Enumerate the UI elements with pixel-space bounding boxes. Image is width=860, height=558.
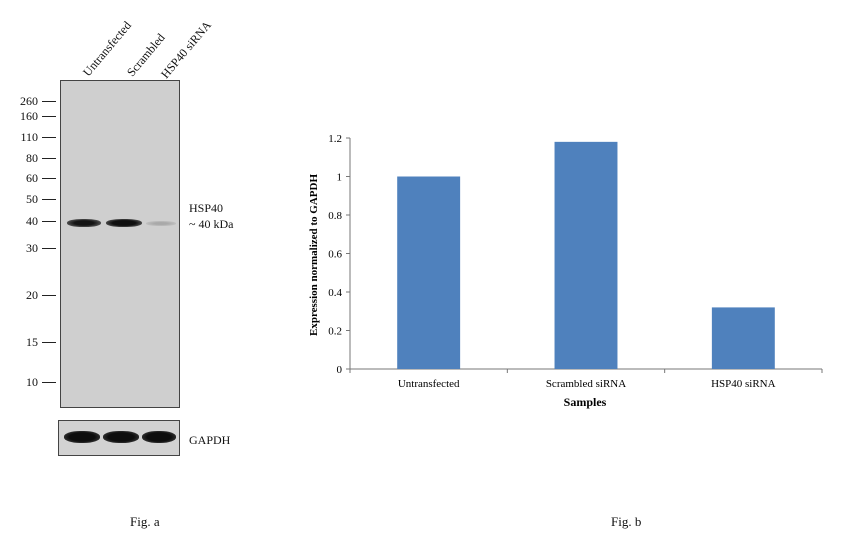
marker-tick	[42, 137, 56, 138]
bar-untransfected	[397, 176, 461, 369]
y-tick-label: 0.8	[328, 210, 342, 222]
gapdh-band-untransfected	[64, 431, 100, 443]
marker-110: 110	[20, 130, 38, 144]
figure-a-caption: Fig. a	[130, 514, 160, 529]
marker-30: 30	[26, 241, 38, 255]
y-tick-label: 0	[337, 364, 343, 376]
y-tick-label: 0.4	[328, 287, 342, 299]
y-tick-label: 0.6	[328, 249, 342, 261]
y-tick-label: 1.2	[328, 133, 342, 145]
gapdh-band-scrambled	[103, 431, 139, 443]
x-tick-label: HSP40 siRNA	[711, 378, 776, 390]
band-scrambled	[106, 219, 142, 227]
bar-hsp40-sirna	[711, 307, 775, 369]
marker-80: 80	[26, 151, 38, 165]
marker-20: 20	[26, 288, 38, 302]
marker-tick	[42, 248, 56, 249]
band-size-label: ~ 40 kDa	[189, 217, 234, 231]
marker-tick	[42, 295, 56, 296]
x-tick-label: Untransfected	[398, 378, 460, 390]
marker-tick	[42, 221, 56, 222]
marker-tick	[42, 178, 56, 179]
x-tick-label: Scrambled siRNA	[546, 378, 626, 390]
blot-image-gapdh	[58, 420, 180, 456]
band-hsp40-sirna	[146, 221, 176, 226]
marker-10: 10	[26, 375, 38, 389]
y-axis-title: Expression normalized to GAPDH	[308, 174, 320, 336]
marker-tick	[42, 158, 56, 159]
gapdh-band-hsp40-sirna	[142, 431, 176, 443]
marker-tick	[42, 101, 56, 102]
blot-image-hsp40	[60, 80, 180, 408]
marker-50: 50	[26, 192, 38, 206]
marker-40: 40	[26, 214, 38, 228]
bar-scrambled-sirna	[554, 141, 618, 369]
y-tick-label: 0.2	[328, 326, 342, 338]
marker-60: 60	[26, 171, 38, 185]
marker-tick	[42, 342, 56, 343]
loading-control-label: GAPDH	[189, 433, 231, 447]
marker-15: 15	[26, 335, 38, 349]
y-tick-label: 1	[337, 172, 343, 184]
x-axis-title: Samples	[564, 395, 607, 409]
marker-260: 260	[20, 94, 38, 108]
band-untransfected	[67, 219, 101, 227]
marker-160: 160	[20, 109, 38, 123]
figure-b-caption: Fig. b	[611, 514, 642, 529]
marker-tick	[42, 116, 56, 117]
marker-tick	[42, 382, 56, 383]
band-name-label: HSP40	[189, 201, 224, 215]
marker-tick	[42, 199, 56, 200]
